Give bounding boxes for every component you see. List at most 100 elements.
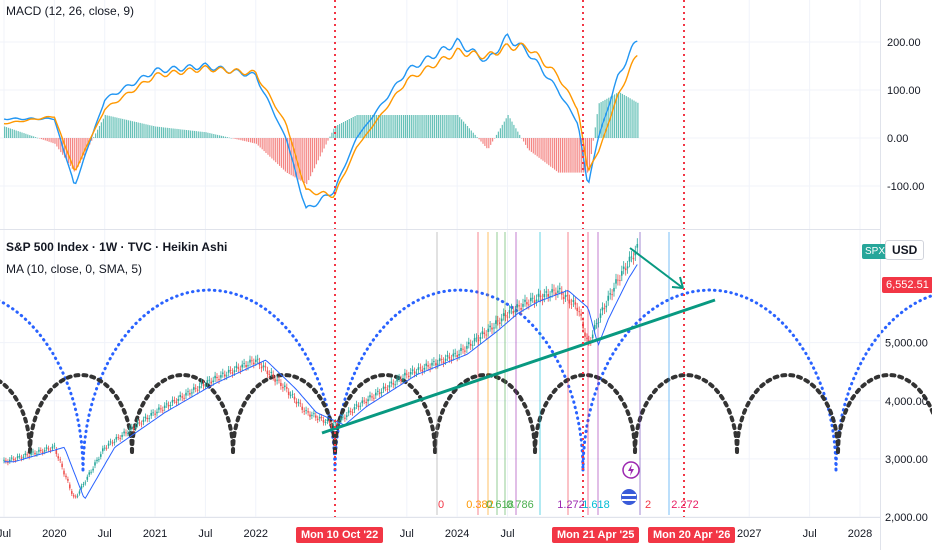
histogram-bar bbox=[147, 124, 149, 138]
histogram-bar bbox=[379, 115, 381, 138]
candle-body bbox=[138, 422, 141, 424]
histogram-bar bbox=[362, 115, 364, 138]
candle-body bbox=[299, 402, 302, 404]
candle-body bbox=[508, 310, 511, 314]
histogram-bar bbox=[207, 132, 209, 138]
candle-body bbox=[216, 376, 218, 378]
time-axis[interactable]: Jul 2020 Jul 2021 Jul 2022 Jul 2024 Jul 2027 Jul 20… bbox=[0, 528, 872, 540]
candle-body bbox=[34, 452, 36, 455]
histogram-bar bbox=[100, 122, 102, 138]
histogram-bar bbox=[50, 138, 52, 143]
histogram-bar bbox=[220, 135, 223, 138]
histogram-bar bbox=[153, 126, 155, 138]
arrow-shaft bbox=[629, 247, 684, 289]
histogram-bar bbox=[317, 138, 319, 161]
histogram-bar bbox=[455, 115, 457, 138]
time-axis-label: Jul bbox=[500, 528, 514, 540]
candle-body bbox=[16, 456, 19, 459]
macd-legend[interactable]: MACD (12, 26, close, 9) bbox=[6, 4, 135, 18]
candle-body bbox=[258, 362, 261, 366]
histogram-bar bbox=[370, 115, 372, 138]
candle-body bbox=[322, 420, 325, 423]
histogram-bar bbox=[445, 115, 447, 138]
candle-body bbox=[32, 451, 34, 453]
ma-legend[interactable]: MA (10, close, 0, SMA, 5) bbox=[6, 262, 143, 276]
us-flag-icon[interactable] bbox=[621, 489, 637, 505]
histogram-bar bbox=[42, 138, 44, 140]
candle-body bbox=[378, 392, 381, 395]
histogram-bar bbox=[358, 115, 360, 138]
currency-button[interactable]: USD bbox=[885, 240, 925, 260]
candle-body bbox=[495, 320, 497, 324]
histogram-bar bbox=[602, 101, 604, 138]
event-icons[interactable] bbox=[621, 461, 640, 505]
time-axis-label: 2024 bbox=[445, 528, 469, 540]
histogram-bar bbox=[286, 138, 288, 173]
histogram-bar bbox=[149, 125, 151, 138]
histogram-bar bbox=[240, 138, 242, 141]
date-marker-apr-26[interactable]: Mon 20 Apr '26 bbox=[648, 527, 736, 543]
date-marker-oct-22[interactable]: Mon 10 Oct '22 bbox=[296, 527, 384, 543]
trend-line[interactable] bbox=[321, 298, 716, 435]
histogram-bar bbox=[201, 131, 203, 138]
macd-axis[interactable]: 200.00 100.00 0.00 -100.00 bbox=[887, 37, 924, 193]
histogram-bar bbox=[193, 130, 195, 138]
histogram-bar bbox=[598, 103, 600, 138]
candle-body bbox=[200, 382, 203, 385]
candle-body bbox=[398, 377, 400, 379]
date-marker-apr-25[interactable]: Mon 21 Apr '25 bbox=[552, 527, 640, 543]
candle-body bbox=[278, 379, 280, 381]
candle-body bbox=[245, 365, 247, 367]
histogram-bar bbox=[189, 130, 192, 138]
price-legend-title[interactable]: S&P 500 Index · 1W · TVC · Heikin Ashi bbox=[6, 240, 228, 254]
candle-body bbox=[342, 416, 344, 418]
histogram-bar bbox=[432, 115, 434, 138]
histogram-bar bbox=[461, 119, 463, 138]
candle-body bbox=[367, 399, 369, 402]
candle-body bbox=[289, 394, 292, 396]
histogram-bar bbox=[184, 129, 186, 138]
histogram-bar bbox=[428, 115, 430, 138]
histogram-bar bbox=[54, 138, 56, 144]
histogram-bar bbox=[567, 138, 569, 173]
histogram-bar bbox=[234, 138, 236, 139]
histogram-bar bbox=[313, 138, 316, 169]
candle-body bbox=[171, 399, 174, 403]
histogram-bar bbox=[246, 138, 248, 142]
projection-arrow[interactable] bbox=[629, 247, 684, 289]
candle-body bbox=[243, 363, 245, 364]
histogram-bar bbox=[474, 134, 476, 138]
candle-body bbox=[291, 393, 294, 395]
candle-body bbox=[615, 279, 617, 284]
price-axis[interactable]: 5,000.00 4,000.00 3,000.00 2,000.00 bbox=[885, 338, 928, 524]
histogram-bar bbox=[69, 138, 71, 166]
histogram-bar bbox=[259, 138, 261, 148]
candle-body bbox=[576, 307, 578, 311]
candle-body bbox=[7, 461, 9, 463]
histogram-bar bbox=[311, 138, 314, 173]
histogram-bar bbox=[530, 138, 532, 152]
fib-label: 0.382 bbox=[466, 499, 494, 511]
symbol-badge[interactable]: SPX bbox=[862, 244, 889, 259]
candle-body bbox=[553, 289, 555, 291]
histogram-bar bbox=[439, 115, 441, 138]
candle-body bbox=[607, 295, 609, 301]
histogram-bar bbox=[416, 115, 418, 138]
histogram-bar bbox=[83, 138, 85, 156]
candle-body bbox=[140, 423, 143, 425]
moving-average-line bbox=[4, 264, 638, 499]
histogram-bar bbox=[114, 117, 116, 138]
candle-body bbox=[189, 393, 191, 395]
macd-line bbox=[3, 33, 638, 210]
candle-body bbox=[406, 373, 408, 375]
histogram-bar bbox=[561, 138, 563, 173]
histogram-bar bbox=[600, 102, 602, 138]
candle-body bbox=[593, 324, 596, 330]
candle-body bbox=[133, 428, 135, 430]
histogram-bar bbox=[110, 116, 112, 138]
candle-body bbox=[483, 332, 486, 334]
candle-body bbox=[125, 432, 127, 434]
candle-body bbox=[30, 453, 32, 455]
histogram-bar bbox=[331, 132, 333, 138]
